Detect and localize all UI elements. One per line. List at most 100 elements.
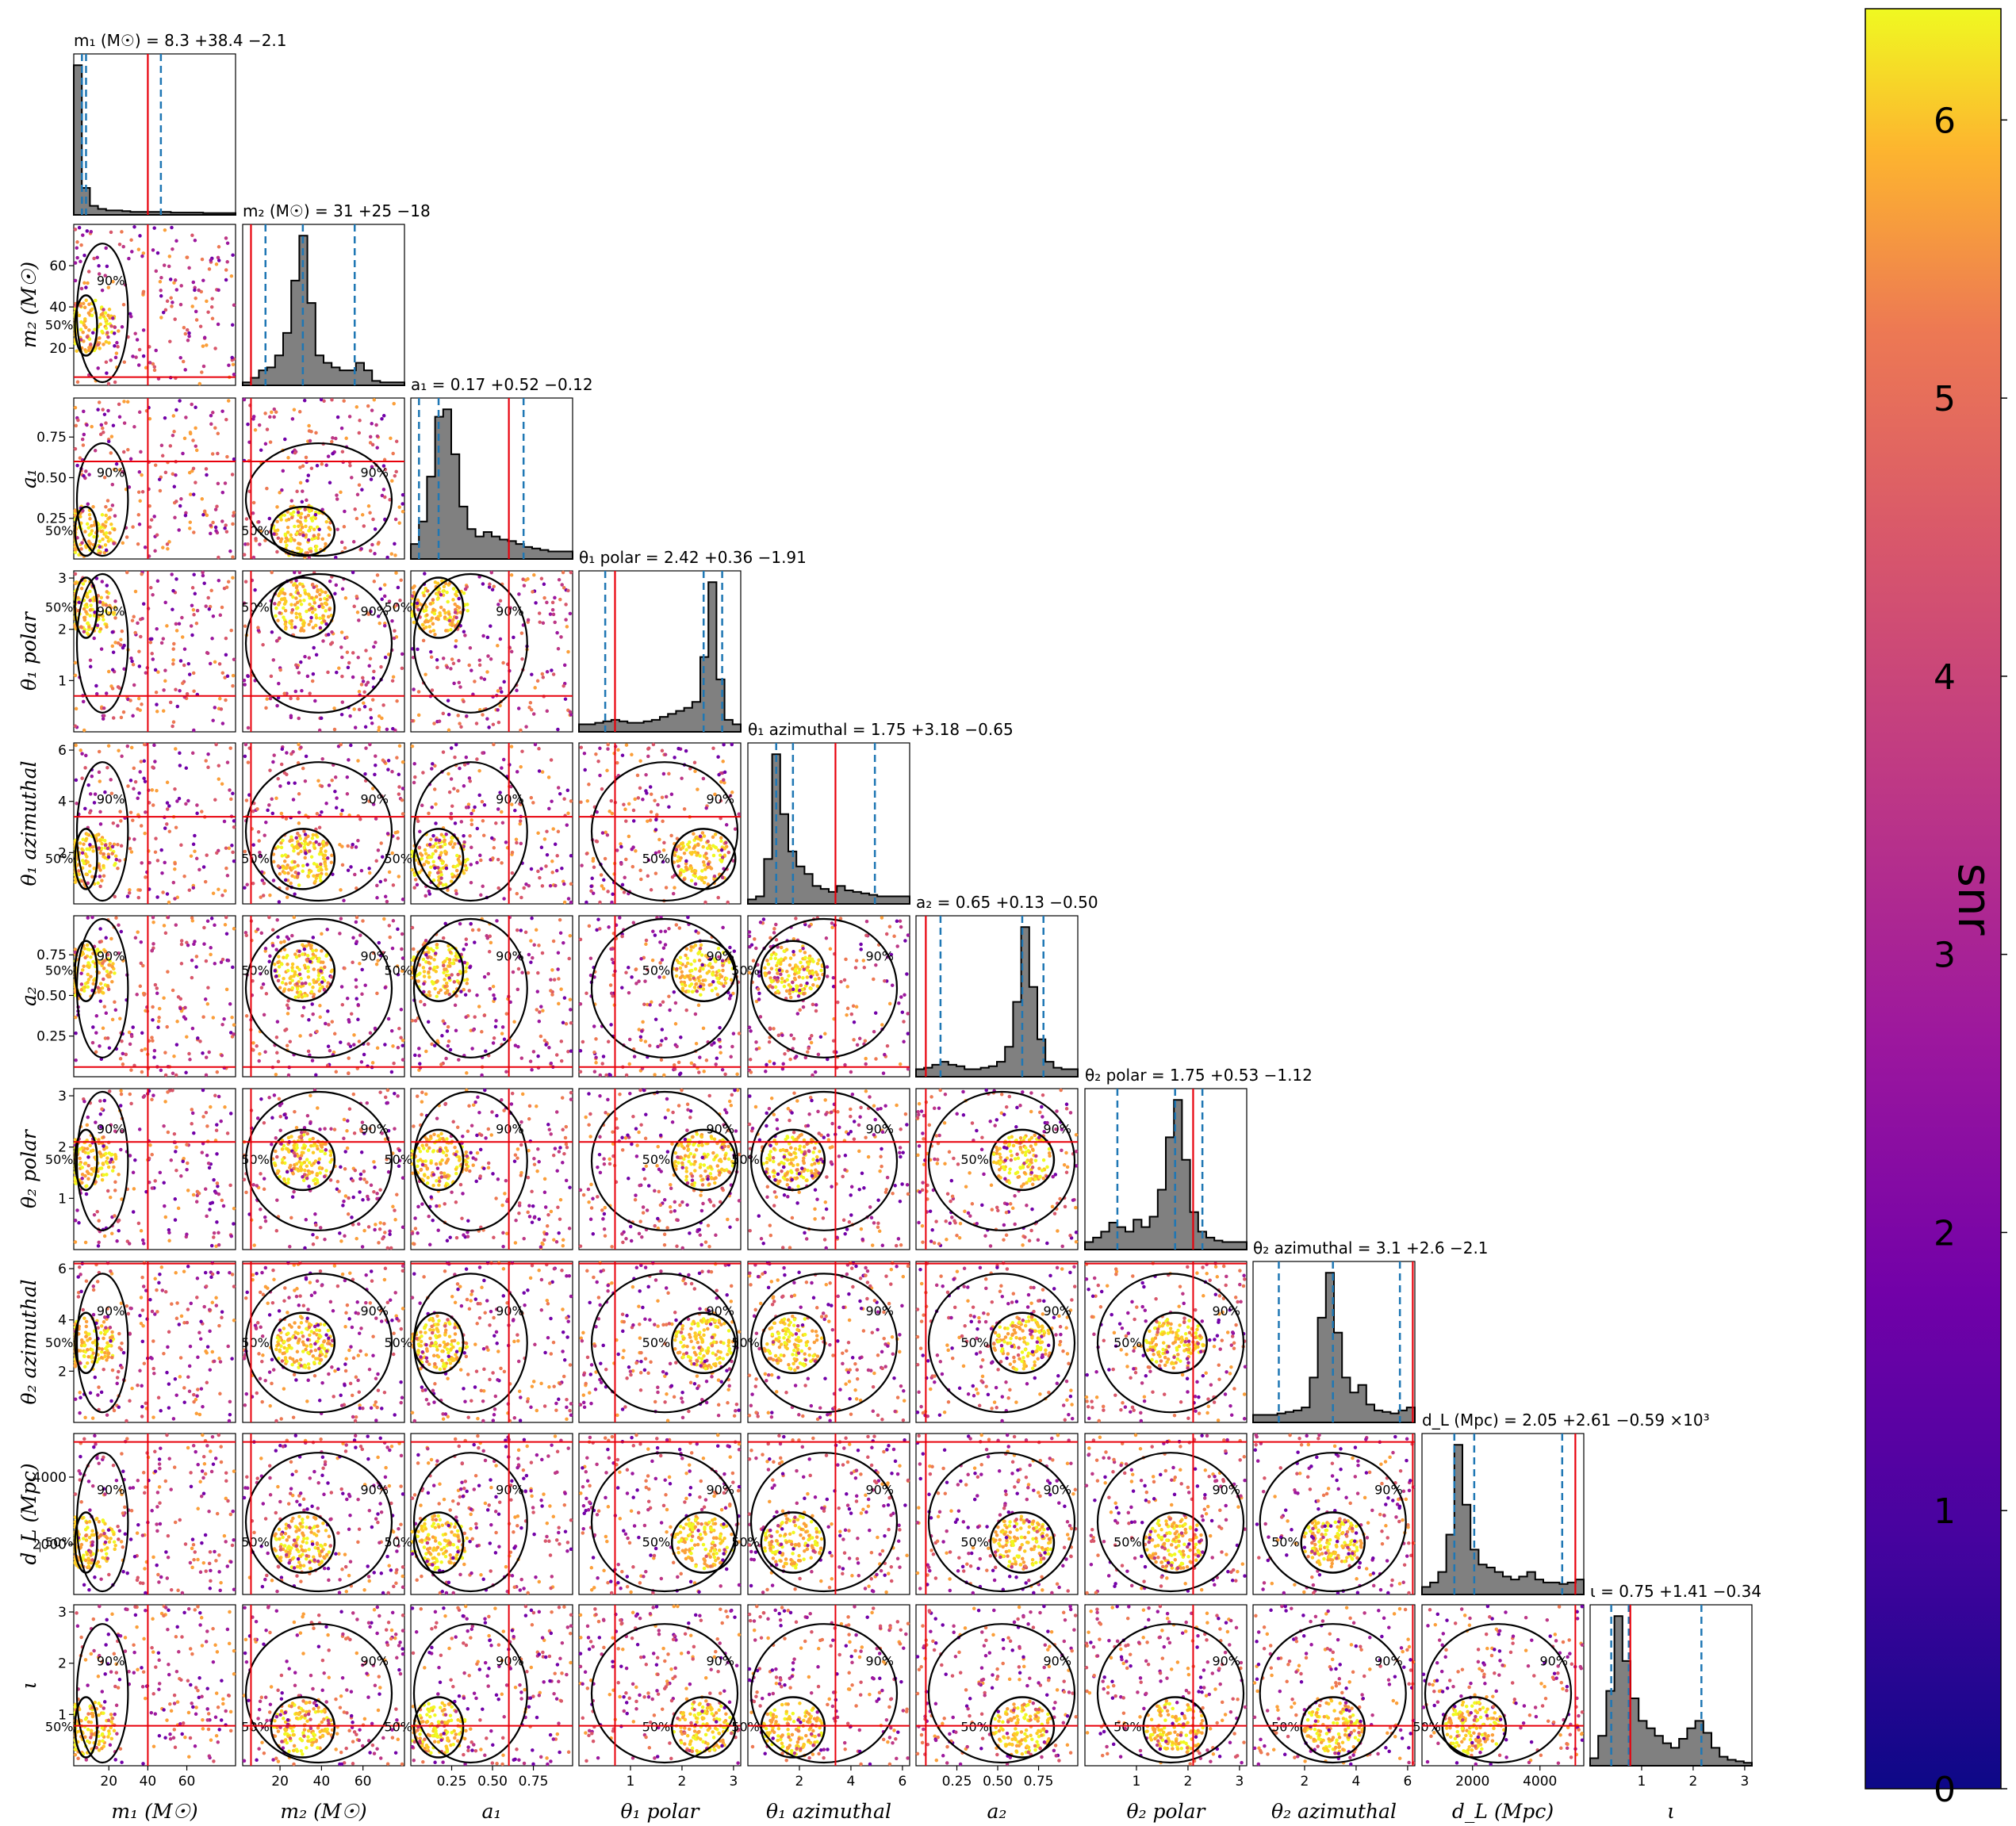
scatter-panel-m1-vs-dL: 50% 90% bbox=[45, 1433, 236, 1595]
contour-label-50: 50% bbox=[241, 523, 270, 538]
contour-label-90: 90% bbox=[706, 1483, 734, 1498]
contour-50 bbox=[412, 940, 465, 1002]
x-tick-label: 0.75 bbox=[1024, 1774, 1054, 1790]
contour-50 bbox=[74, 1511, 98, 1574]
scatter-points bbox=[1091, 1606, 1248, 1763]
scatter-points bbox=[244, 1261, 403, 1417]
histogram-title: m₂ (M☉) = 31 +25 −18 bbox=[243, 201, 431, 220]
scatter-panel-m1-vs-theta1_azimuthal: 50% 90% bbox=[45, 742, 236, 905]
scatter-points bbox=[254, 745, 405, 903]
y-tick-label: 60 bbox=[49, 258, 67, 274]
scatter-points bbox=[75, 1605, 231, 1763]
scatter-points bbox=[578, 1088, 739, 1249]
scatter-panel-theta1_azimuthal-vs-a2: 50%90% bbox=[731, 915, 910, 1078]
contour-90 bbox=[412, 1273, 528, 1414]
scatter-points bbox=[915, 1434, 1067, 1595]
contour-label-50: 50% bbox=[384, 851, 412, 866]
contour-label-50: 50% bbox=[642, 1335, 671, 1350]
scatter-points bbox=[272, 943, 335, 999]
contour-label-90: 90% bbox=[1043, 1121, 1071, 1136]
scatter-panel-theta1_polar-vs-dL: 50% 90% bbox=[578, 1433, 742, 1595]
scatter-points bbox=[917, 1434, 1078, 1593]
scatter-points bbox=[410, 1514, 469, 1567]
contour-label-50: 50% bbox=[241, 963, 270, 978]
scatter-panel-m1-vs-iota: 50% 90% bbox=[45, 1604, 236, 1767]
scatter-points bbox=[410, 570, 573, 729]
contour-90 bbox=[412, 1090, 528, 1231]
contour-50 bbox=[74, 506, 98, 557]
contour-label-50: 50% bbox=[384, 1534, 412, 1549]
contour-label-90: 90% bbox=[360, 792, 389, 807]
y-axis-label-theta1_polar: θ₁ polar bbox=[17, 611, 40, 691]
histogram-panel-theta2_polar: θ₂ polar = 1.75 +0.53 −1.12 bbox=[1084, 1066, 1313, 1250]
histogram-bars bbox=[1252, 1272, 1416, 1423]
scatter-points bbox=[1084, 1273, 1248, 1423]
y-tick-label: 2000 bbox=[33, 1537, 67, 1553]
contour-90 bbox=[590, 1623, 739, 1764]
scatter-points bbox=[75, 1607, 230, 1760]
scatter-points bbox=[242, 397, 405, 560]
scatter-points bbox=[748, 1094, 909, 1246]
scatter-panel-a1-vs-theta2_polar: 50% 90% bbox=[384, 1088, 573, 1250]
scatter-panel-a1-vs-dL: 50% 90% bbox=[384, 1433, 573, 1595]
contour-label-90: 90% bbox=[1043, 1303, 1071, 1319]
scatter-points bbox=[410, 1090, 569, 1246]
histogram-bars bbox=[410, 408, 573, 560]
scatter-panel-m2-vs-dL: 50% 90% bbox=[241, 1433, 405, 1595]
contour-50 bbox=[74, 294, 98, 357]
y-tick-label: 0.50 bbox=[36, 988, 67, 1004]
contour-90 bbox=[927, 1273, 1076, 1414]
colorbar-tick-label: 1 bbox=[1934, 1491, 1956, 1532]
contour-label-90: 90% bbox=[1212, 1303, 1240, 1319]
scatter-points bbox=[276, 1613, 405, 1766]
x-tick-label: 0.75 bbox=[519, 1774, 549, 1790]
contour-label-50: 50% bbox=[241, 851, 270, 866]
contour-50 bbox=[74, 940, 98, 1002]
scatter-points bbox=[582, 1268, 739, 1414]
scatter-points bbox=[1084, 1434, 1247, 1594]
contour-label-50: 50% bbox=[731, 1335, 760, 1350]
histogram-frame bbox=[915, 915, 1079, 1078]
histogram-bars bbox=[242, 235, 405, 386]
scatter-points bbox=[75, 399, 236, 553]
histogram-bars bbox=[747, 753, 910, 905]
contour-90 bbox=[749, 1090, 899, 1231]
y-tick-label: 3 bbox=[58, 1605, 67, 1621]
x-axis-label-m2: m₂ (M☉) bbox=[280, 1800, 366, 1823]
contour-50 bbox=[412, 1696, 465, 1759]
colorbar-tick-label: 3 bbox=[1934, 936, 1956, 976]
contour-50 bbox=[760, 1511, 826, 1574]
contour-label-50: 50% bbox=[45, 963, 74, 978]
x-tick-label: 40 bbox=[313, 1774, 331, 1790]
scatter-points bbox=[250, 1262, 405, 1408]
scatter-points bbox=[1087, 1433, 1245, 1592]
scatter-points bbox=[252, 1437, 403, 1588]
scatter-panel-a2-vs-iota: 50% 90% bbox=[915, 1604, 1079, 1767]
contour-50 bbox=[760, 1128, 826, 1192]
scatter-points bbox=[251, 1088, 400, 1249]
contour-label-50: 50% bbox=[731, 1720, 760, 1735]
contour-90 bbox=[244, 1623, 393, 1764]
scatter-panel-m2-vs-iota: 50%90% bbox=[241, 1604, 405, 1767]
contour-label-90: 90% bbox=[865, 1303, 894, 1319]
contour-label-50: 50% bbox=[960, 1720, 989, 1735]
colorbar-tick-label: 0 bbox=[1934, 1770, 1956, 1810]
scatter-points bbox=[915, 1092, 1075, 1243]
scatter-points bbox=[1270, 1442, 1416, 1594]
histogram-panel-theta1_polar: θ₁ polar = 2.42 +0.36 −1.91 bbox=[578, 548, 807, 733]
scatter-panel-m2-vs-theta1_polar: 50% 90% bbox=[241, 570, 405, 733]
contour-label-50: 50% bbox=[642, 1720, 671, 1735]
scatter-points bbox=[588, 1091, 738, 1247]
contour-90 bbox=[1259, 1623, 1407, 1764]
x-tick-label: 60 bbox=[178, 1774, 196, 1790]
scatter-points bbox=[243, 743, 401, 904]
contour-50 bbox=[1142, 1311, 1208, 1375]
scatter-points bbox=[273, 1135, 334, 1186]
scatter-points bbox=[579, 742, 709, 903]
contour-label-90: 90% bbox=[865, 1121, 894, 1136]
y-tick-label: 20 bbox=[49, 341, 67, 357]
contour-label-90: 90% bbox=[360, 1121, 389, 1136]
contour-label-90: 90% bbox=[97, 1483, 125, 1498]
scatter-points bbox=[749, 1436, 886, 1592]
scatter-panel-a2-vs-theta2_polar: 50% 90% bbox=[915, 1088, 1079, 1250]
